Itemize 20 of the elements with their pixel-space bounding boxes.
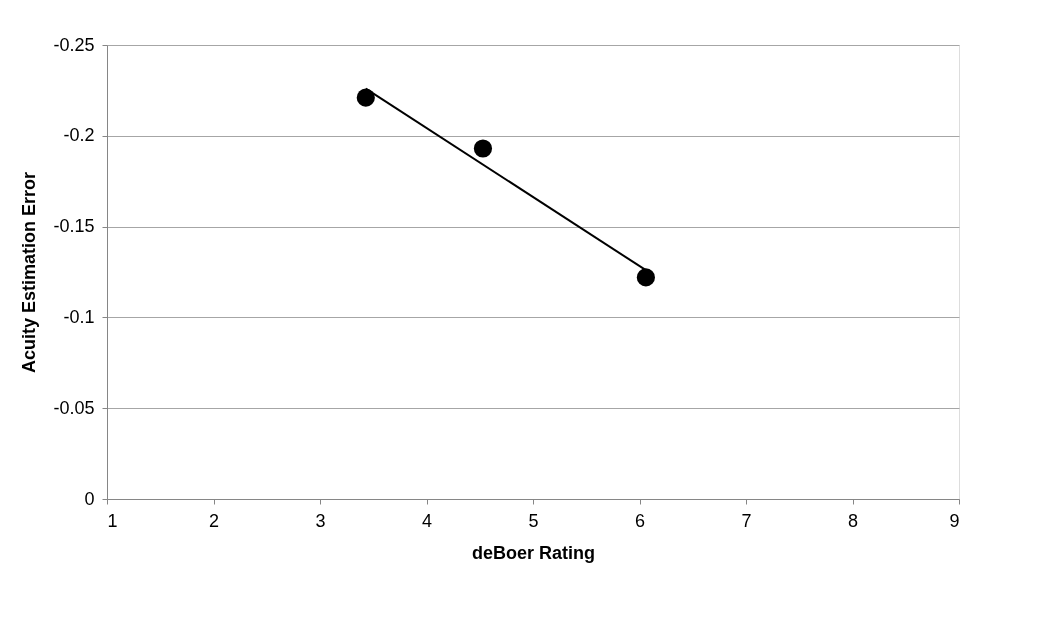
x-tick-label: 3: [315, 510, 326, 531]
y-tick-label: -0.25: [53, 34, 95, 55]
x-tick-label: 8: [847, 510, 859, 531]
x-tick-label: 6: [634, 510, 646, 531]
y-tick-label: -0.2: [63, 125, 95, 146]
x-tick-label: 7: [741, 510, 752, 531]
y-axis-title: Acuity Estimation Error: [19, 171, 40, 374]
y-tick-label: 0: [84, 488, 95, 509]
x-tick-label: 4: [421, 510, 433, 531]
y-tick-label: -0.05: [53, 397, 95, 418]
y-tick-label: -0.1: [63, 306, 95, 327]
point: [473, 139, 493, 158]
x-tick-label: 1: [107, 510, 118, 531]
point: [356, 88, 375, 107]
y-tick-label: -0.15: [53, 216, 95, 237]
x-tick-label: 9: [949, 510, 960, 531]
x-axis-title: deBoer Rating: [471, 542, 596, 563]
point: [636, 268, 655, 287]
x-tick-label: 5: [528, 510, 539, 531]
x-tick-label: 2: [208, 510, 220, 531]
